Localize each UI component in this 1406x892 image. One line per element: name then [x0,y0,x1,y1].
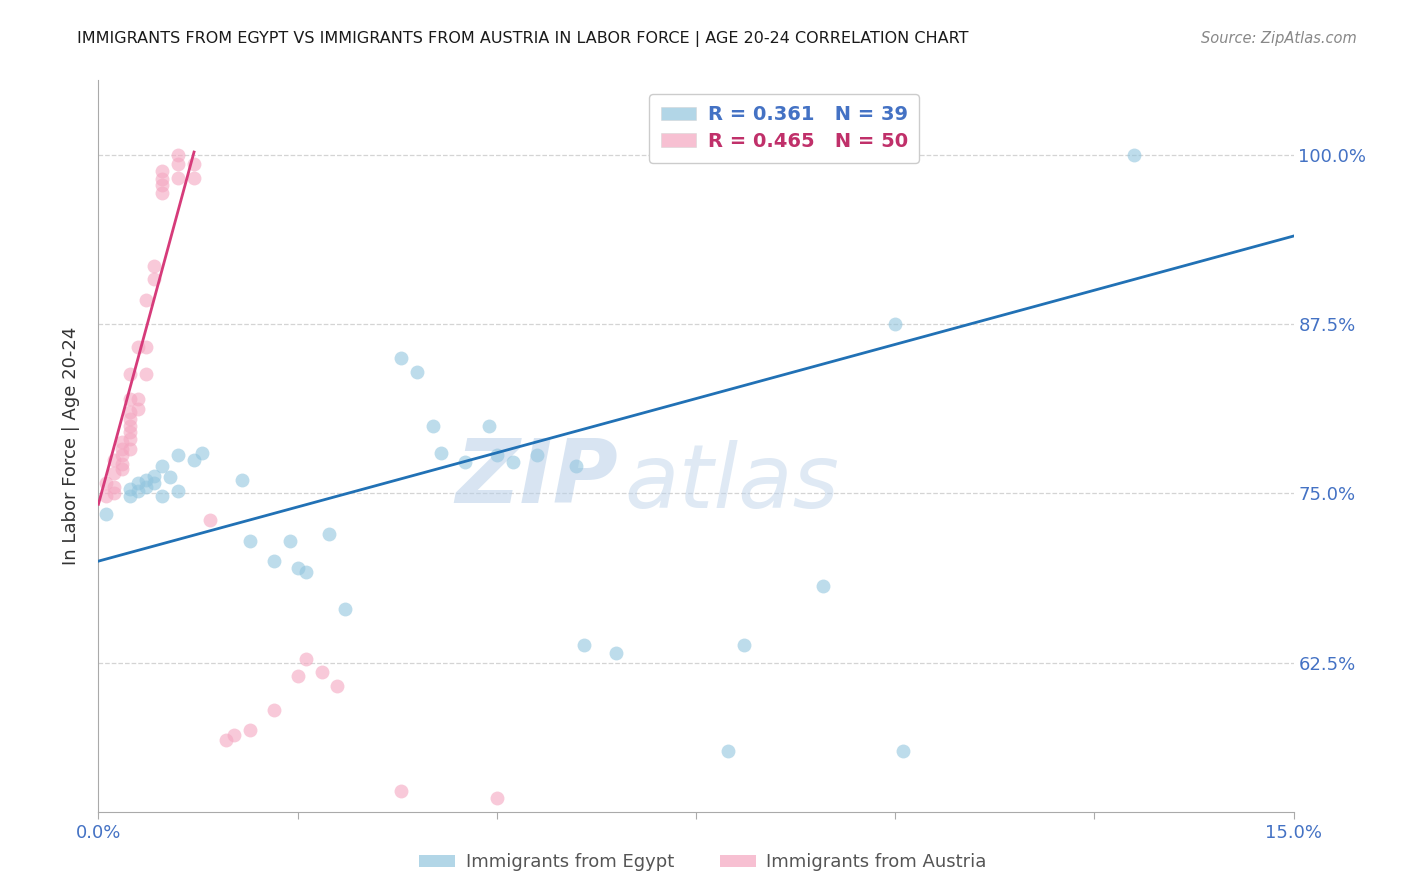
Point [406,364,429,378]
Point [135,368,157,382]
Point [389,784,412,798]
Point [96,507,118,521]
Point [143,272,166,286]
Point [389,351,412,365]
Point [127,392,149,406]
Point [239,723,262,738]
Point [1123,148,1146,162]
Point [127,402,149,417]
Point [565,459,588,474]
Text: ZIP: ZIP [456,435,619,523]
Point [127,483,149,498]
Point [120,489,142,503]
Point [198,514,221,528]
Point [143,475,166,490]
Point [231,473,253,487]
Point [120,392,142,406]
Point [183,170,205,185]
Point [120,442,142,456]
Point [150,186,173,200]
Point [891,744,914,758]
Point [120,425,142,440]
Point [191,446,214,460]
Point [526,449,548,463]
Point [502,455,524,469]
Point [167,157,190,171]
Point [167,148,190,162]
Point [111,442,134,456]
Point [263,703,285,717]
Point [96,475,118,490]
Point [485,449,508,463]
Point [135,340,157,354]
Point [884,317,907,331]
Point [183,157,205,171]
Point [183,452,205,467]
Point [287,669,309,683]
Legend: Immigrants from Egypt, Immigrants from Austria: Immigrants from Egypt, Immigrants from A… [412,847,994,879]
Point [335,601,357,615]
Point [96,489,118,503]
Point [120,418,142,433]
Point [120,368,142,382]
Point [454,455,477,469]
Point [150,489,173,503]
Point [127,340,149,354]
Point [120,405,142,419]
Point [167,449,190,463]
Point [150,459,173,474]
Point [127,475,149,490]
Point [103,452,125,467]
Point [111,462,134,476]
Point [150,164,173,178]
Text: atlas: atlas [624,440,839,525]
Point [239,533,262,548]
Point [111,434,134,449]
Point [717,744,740,758]
Point [733,638,755,652]
Point [167,483,190,498]
Point [326,679,349,693]
Text: Source: ZipAtlas.com: Source: ZipAtlas.com [1201,31,1357,46]
Point [311,665,333,680]
Point [150,172,173,186]
Point [318,527,340,541]
Y-axis label: In Labor Force | Age 20-24: In Labor Force | Age 20-24 [62,326,80,566]
Point [135,473,157,487]
Point [159,470,181,484]
Text: IMMIGRANTS FROM EGYPT VS IMMIGRANTS FROM AUSTRIA IN LABOR FORCE | AGE 20-24 CORR: IMMIGRANTS FROM EGYPT VS IMMIGRANTS FROM… [77,31,969,47]
Point [222,727,245,741]
Point [135,293,157,307]
Point [294,565,316,579]
Point [167,170,190,185]
Point [294,651,316,665]
Point [103,486,125,500]
Point [430,446,453,460]
Legend: R = 0.361   N = 39, R = 0.465   N = 50: R = 0.361 N = 39, R = 0.465 N = 50 [650,94,920,162]
Point [120,432,142,446]
Point [103,466,125,480]
Point [143,259,166,273]
Point [111,457,134,471]
Point [143,468,166,483]
Point [422,418,444,433]
Point [120,483,142,497]
Point [150,178,173,192]
Point [215,733,238,747]
Point [135,480,157,494]
Point [111,449,134,463]
Point [263,554,285,568]
Point [103,480,125,494]
Point [278,533,301,548]
Point [574,638,596,652]
Point [478,418,501,433]
Point [485,791,508,805]
Point [120,412,142,426]
Point [813,578,835,592]
Point [287,561,309,575]
Point [605,646,627,660]
